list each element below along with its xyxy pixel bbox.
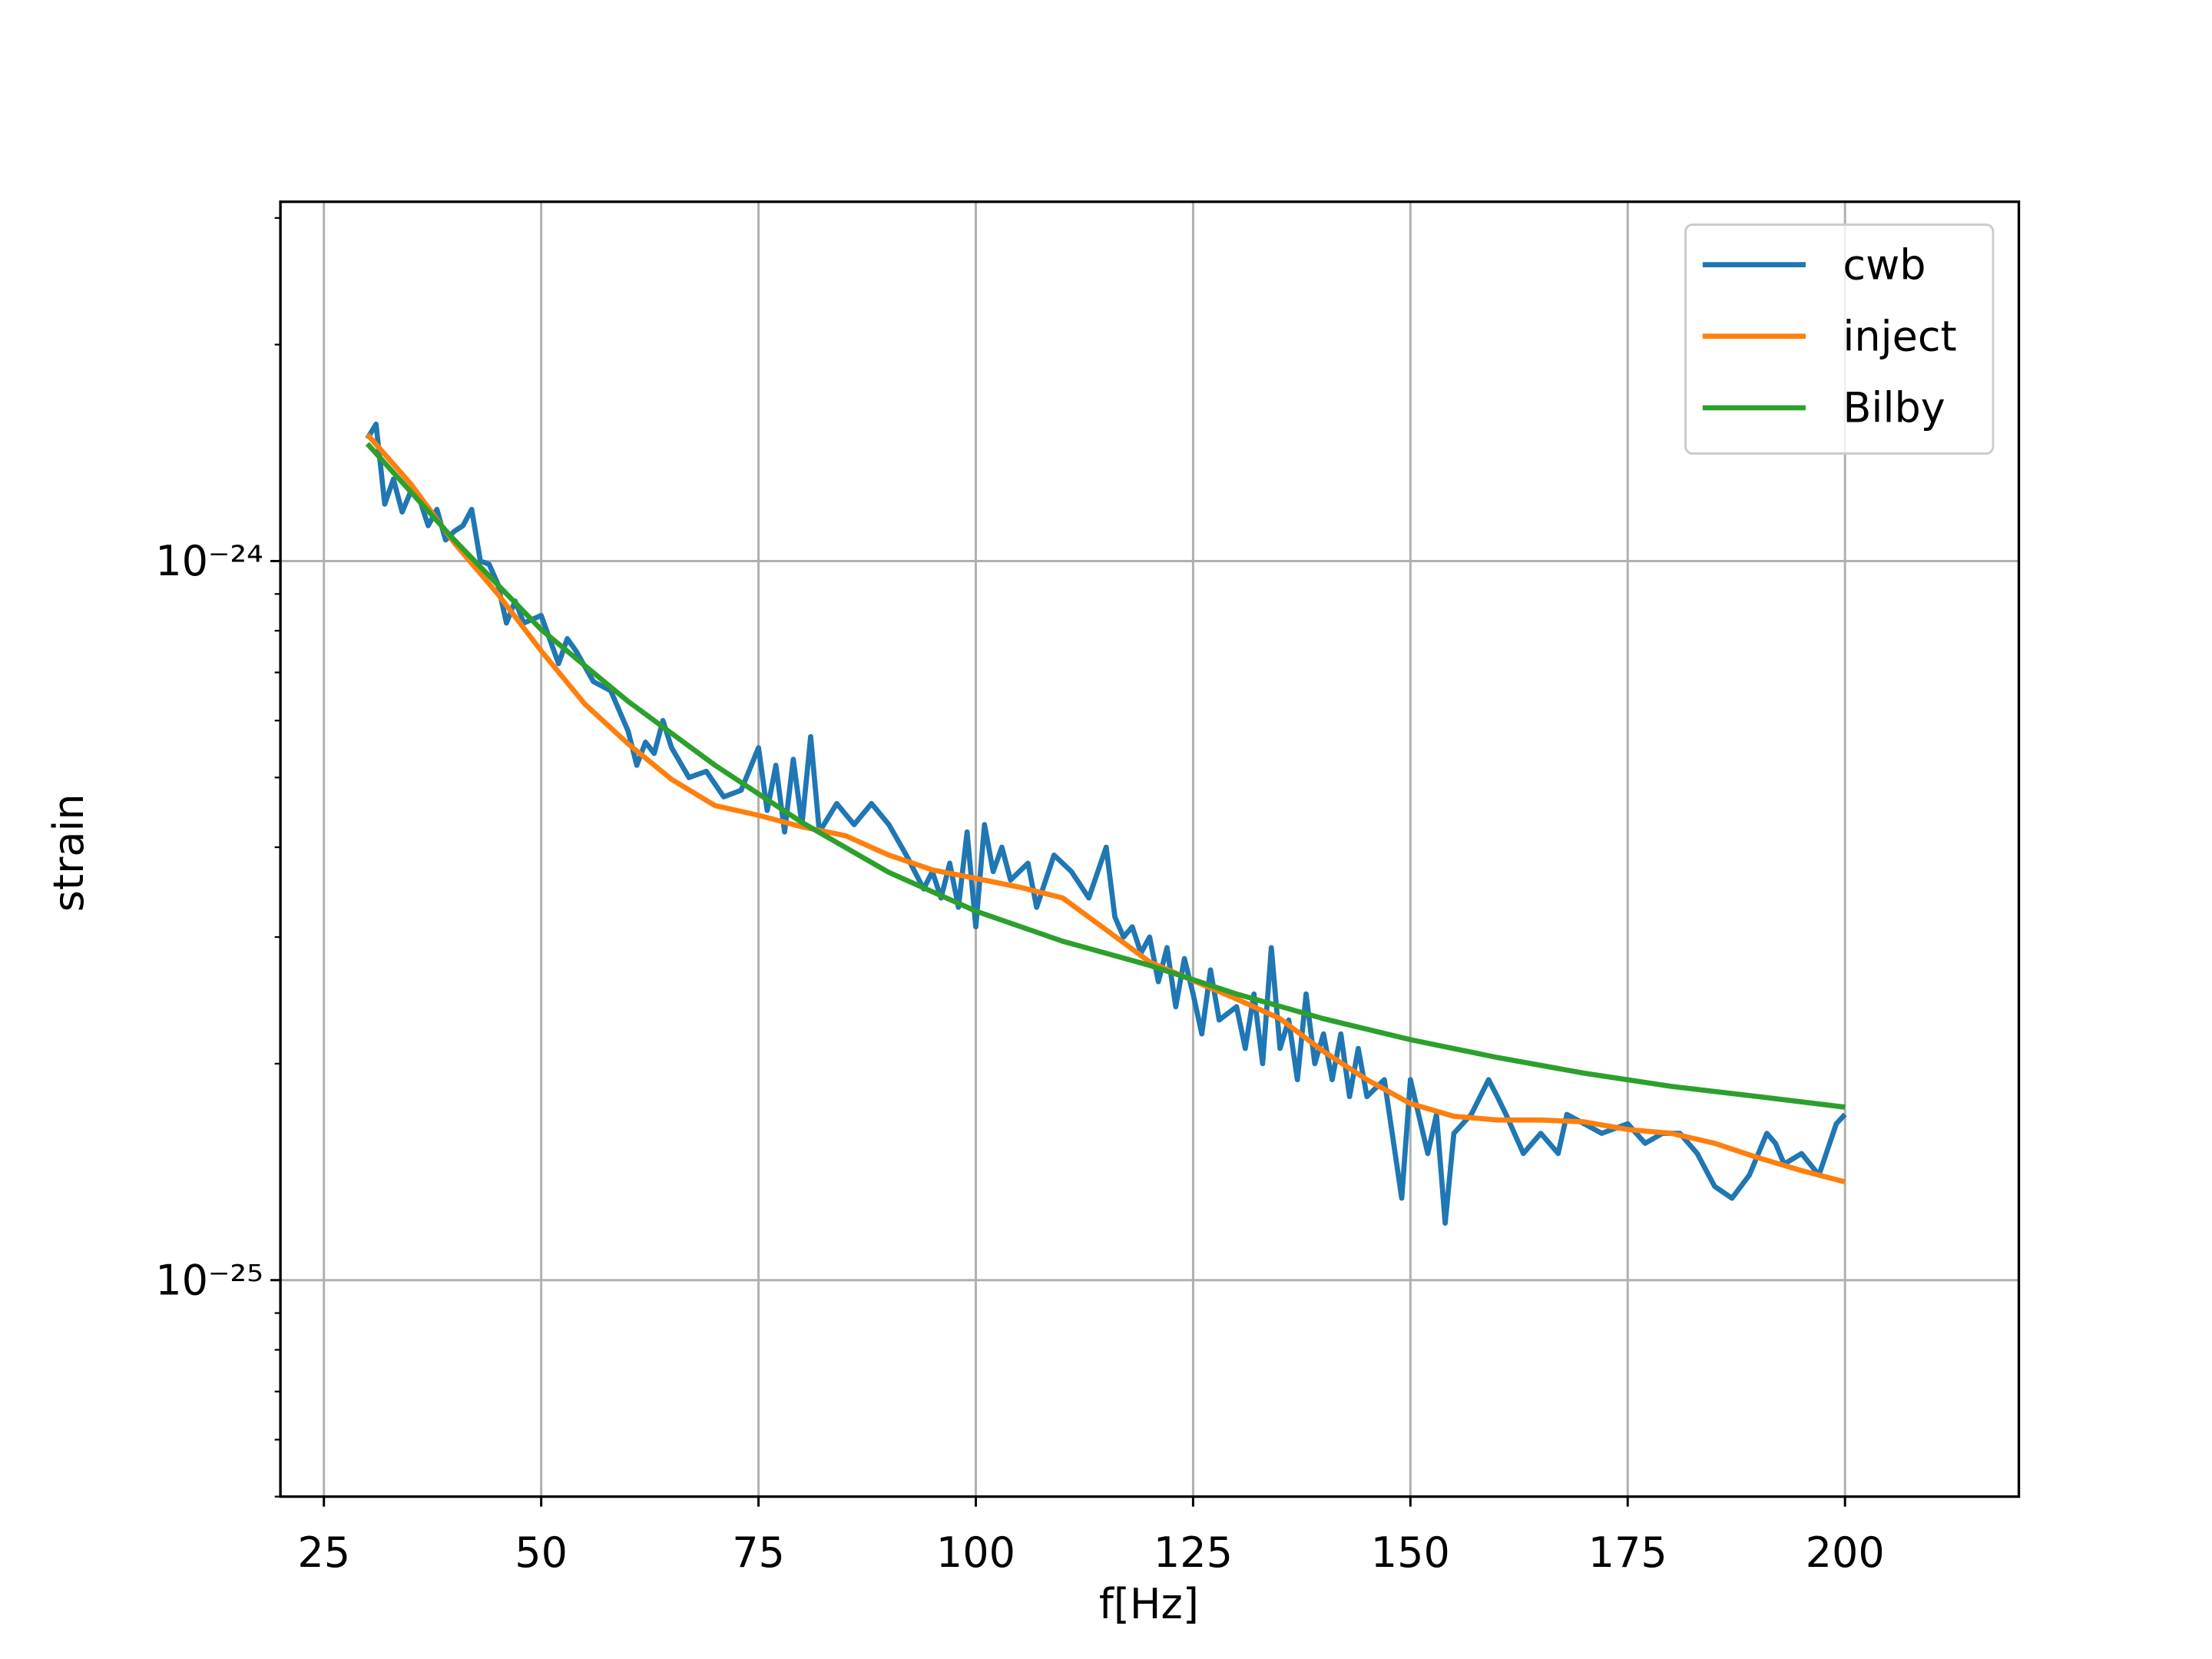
y-tick-label: 10⁻²⁴ [155, 537, 263, 585]
x-tick-label: 175 [1588, 1528, 1667, 1577]
x-tick-label: 100 [936, 1528, 1015, 1577]
x-tick-label: 150 [1371, 1528, 1450, 1577]
x-tick-label: 25 [297, 1528, 350, 1577]
x-tick-label: 200 [1806, 1528, 1885, 1577]
data-line [365, 421, 1847, 1226]
legend-label: cwb [1843, 240, 1926, 289]
y-axis-label: strain [45, 793, 93, 912]
x-tick-label: 75 [732, 1528, 785, 1577]
legend-box [1684, 223, 1995, 455]
y-tick-label: 10⁻²⁵ [155, 1256, 263, 1304]
x-tick-label: 125 [1154, 1528, 1233, 1577]
legend-label: Bilby [1843, 384, 1945, 432]
data-line [365, 432, 1846, 1184]
legend-label: inject [1843, 312, 1956, 360]
x-axis-label: f[Hz] [1099, 1580, 1199, 1628]
data-line [365, 442, 1846, 1110]
plot-frame [279, 200, 2021, 1498]
x-tick-label: 50 [515, 1528, 568, 1577]
